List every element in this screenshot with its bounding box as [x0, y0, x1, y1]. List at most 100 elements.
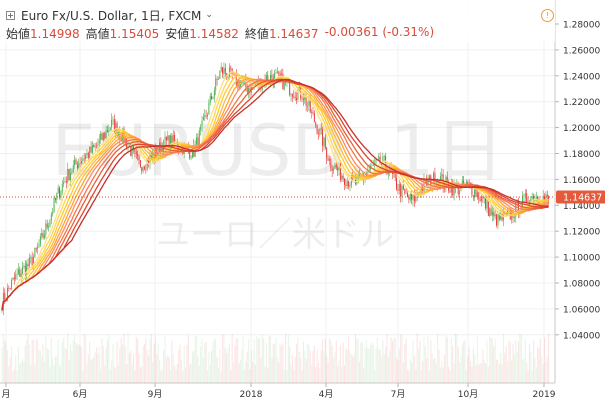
volume-bar: [198, 365, 200, 383]
candle-body: [105, 130, 107, 139]
volume-bar: [56, 355, 58, 383]
candle-body: [133, 146, 134, 150]
volume-bar: [108, 334, 110, 383]
candle-body: [426, 179, 428, 186]
candle-body: [209, 95, 211, 103]
candle-body: [498, 212, 500, 220]
volume-bar: [383, 353, 385, 383]
volume-bar: [17, 346, 19, 383]
time-axis[interactable]: 月 6月 9月 2018 4月 7月 10月 2019: [0, 382, 556, 400]
price-tick-label: 1.16000: [563, 176, 600, 186]
chevron-down-icon[interactable]: ⌄: [205, 10, 213, 20]
volume-bar: [464, 339, 466, 383]
candle-body: [67, 168, 69, 183]
volume-bar: [324, 338, 326, 383]
volume-bar: [105, 347, 107, 383]
candle-body: [312, 111, 314, 114]
volume-bar: [106, 339, 109, 383]
candle-body: [168, 135, 170, 150]
collapse-legend-button[interactable]: [6, 10, 15, 20]
volume-bar: [274, 344, 276, 383]
candle-body: [407, 193, 408, 198]
candle-body: [544, 196, 545, 200]
info-icon[interactable]: !: [541, 9, 554, 22]
candle-body: [305, 96, 307, 107]
volume-bar: [311, 365, 313, 383]
candle-body: [489, 208, 491, 216]
volume-bar: [249, 369, 251, 383]
candle-body: [293, 96, 295, 98]
candle-body: [135, 151, 137, 155]
time-tick-label: 6月: [73, 389, 88, 400]
volume-bar: [216, 356, 218, 383]
volume-bar: [449, 370, 451, 383]
volume-bar: [41, 356, 43, 383]
volume-bar: [427, 336, 429, 383]
volume-bar: [506, 360, 509, 383]
candle-body: [22, 266, 24, 274]
candle-body: [415, 192, 417, 202]
volume-bar: [534, 358, 536, 383]
volume-bar: [75, 343, 77, 383]
volume-bar: [298, 351, 300, 383]
candle-body: [8, 287, 10, 289]
volume-bar: [171, 340, 173, 383]
last-price-badge: 1.14637: [556, 190, 605, 204]
price-tick-label: 1.08000: [563, 280, 600, 290]
candle-body: [430, 175, 432, 187]
volume-bar: [120, 337, 122, 383]
volume-bar: [254, 364, 256, 383]
candle-body: [474, 189, 476, 198]
volume-bar: [394, 338, 396, 383]
symbol-title[interactable]: Euro Fx/U.S. Dollar, 1日, FXCM: [21, 8, 202, 23]
candle-body: [170, 135, 171, 150]
candle-body: [465, 181, 467, 186]
volume-bar: [102, 345, 104, 383]
volume-bar: [445, 335, 447, 383]
candle-body: [1, 310, 3, 311]
volume-bar: [22, 358, 24, 383]
high-value: 1.15405: [109, 27, 160, 41]
volume-bar: [201, 338, 203, 383]
candle-body: [494, 214, 496, 217]
price-tick-label: 1.10000: [563, 254, 600, 264]
candle-body: [248, 88, 250, 93]
candle-body: [85, 155, 87, 159]
volume-bar: [250, 350, 252, 383]
moving-average-line: [1, 78, 549, 311]
candle-body: [35, 247, 37, 249]
candle-body: [138, 156, 140, 160]
candle-body: [333, 169, 335, 171]
candle-body: [328, 158, 330, 161]
volume-bar: [287, 334, 289, 383]
candle-body: [485, 197, 487, 209]
price-axis[interactable]: 1.28000 1.26000 1.24000 1.22000 1.20000 1.180…: [554, 0, 600, 383]
candle-body: [545, 194, 547, 200]
candle-body: [270, 74, 271, 82]
volume-bar: [223, 335, 225, 383]
candle-body: [31, 257, 33, 266]
volume-bar: [167, 355, 169, 383]
volume-bar: [509, 341, 511, 383]
volume-bar: [285, 333, 287, 383]
volume-bar: [323, 351, 325, 383]
candle-body: [144, 166, 145, 169]
volume-bar: [306, 344, 309, 383]
candle-body: [242, 81, 244, 84]
volume-bar: [304, 350, 306, 383]
candle-body: [12, 277, 14, 281]
volume-bar: [1, 347, 3, 383]
volume-bar: [469, 361, 472, 383]
volume-bar: [174, 365, 176, 383]
candle-body: [64, 181, 66, 183]
candle-body: [491, 211, 493, 216]
candle-body: [537, 197, 539, 202]
volume-bar: [148, 355, 150, 383]
candle-body: [428, 175, 430, 180]
low-value: 1.14582: [189, 27, 239, 41]
candle-body: [315, 122, 317, 125]
candle-body: [381, 163, 382, 165]
volume-bar: [71, 350, 73, 383]
volume-bar: [431, 353, 433, 383]
